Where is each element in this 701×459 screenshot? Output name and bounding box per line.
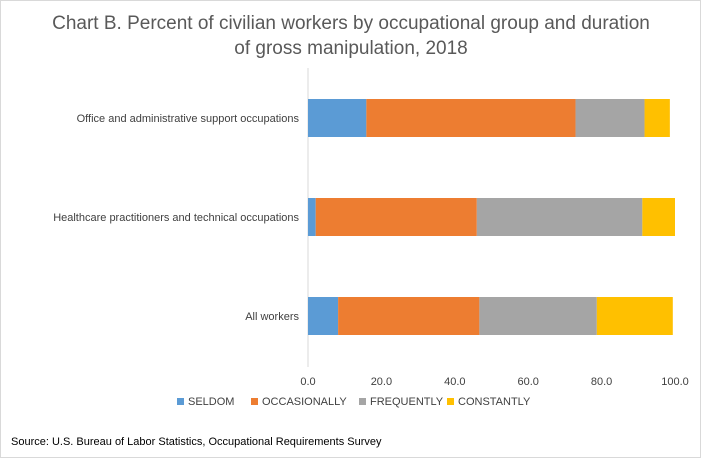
- bar-occasionally-1: [315, 198, 477, 236]
- bar-seldom-2: [308, 297, 339, 335]
- legend: SELDOM OCCASIONALLY FREQUENTLY CONSTANTLY: [177, 396, 531, 408]
- chart-title-line-1: Chart B. Percent of civilian workers by …: [52, 13, 650, 34]
- legend-swatch-seldom: [177, 398, 184, 405]
- bars: [308, 99, 675, 335]
- chart-title-line-2: of gross manipulation, 2018: [234, 38, 467, 59]
- x-tick-label: 100.0: [661, 376, 689, 388]
- x-tick-label: 60.0: [517, 376, 538, 388]
- legend-label-occasionally: OCCASIONALLY: [262, 396, 347, 408]
- legend-swatch-occasionally: [251, 398, 258, 405]
- legend-swatch-constantly: [447, 398, 454, 405]
- chart-title: Chart B. Percent of civilian workers by …: [52, 13, 650, 59]
- bar-frequently-0: [575, 99, 645, 137]
- category-label-all-workers: All workers: [245, 311, 299, 323]
- bar-seldom-0: [308, 99, 367, 137]
- bar-occasionally-2: [338, 297, 480, 335]
- bar-frequently-2: [479, 297, 597, 335]
- x-tick-label: 0.0: [300, 376, 315, 388]
- bar-constantly-1: [642, 198, 675, 236]
- source-note: Source: U.S. Bureau of Labor Statistics,…: [11, 436, 382, 448]
- legend-label-constantly: CONSTANTLY: [458, 396, 531, 408]
- x-tick-label: 40.0: [444, 376, 465, 388]
- category-label-office: Office and administrative support occupa…: [77, 113, 300, 125]
- x-tick-label: 20.0: [371, 376, 392, 388]
- legend-swatch-frequently: [359, 398, 366, 405]
- x-tick-label: 80.0: [591, 376, 612, 388]
- bar-constantly-2: [596, 297, 673, 335]
- legend-label-seldom: SELDOM: [188, 396, 234, 408]
- category-label-healthcare: Healthcare practitioners and technical o…: [53, 212, 299, 224]
- bar-frequently-1: [476, 198, 643, 236]
- category-labels: Office and administrative support occupa…: [53, 113, 299, 323]
- bar-seldom-1: [308, 198, 316, 236]
- legend-label-frequently: FREQUENTLY: [370, 396, 444, 408]
- bar-occasionally-0: [366, 99, 576, 137]
- bar-constantly-0: [644, 99, 670, 137]
- x-axis-ticks: 0.0 20.0 40.0 60.0 80.0 100.0: [300, 376, 688, 388]
